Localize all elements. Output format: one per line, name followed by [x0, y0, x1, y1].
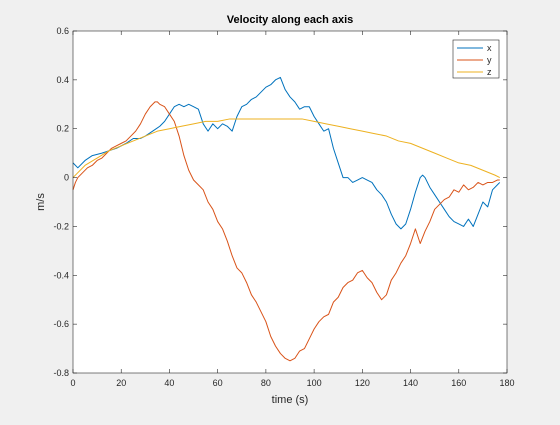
x-tick-label: 60	[213, 378, 223, 388]
legend-item-z: z	[457, 67, 492, 77]
y-tick-label: -0.4	[53, 270, 69, 280]
x-tick-label: 100	[307, 378, 322, 388]
y-tick-label: 0.4	[56, 75, 69, 85]
axes-box	[72, 30, 508, 374]
legend-label-x: x	[487, 43, 492, 53]
x-tick-label: 160	[451, 378, 466, 388]
legend: x y z	[452, 39, 500, 79]
x-tick-label: 120	[355, 378, 370, 388]
x-tick-label: 140	[403, 378, 418, 388]
ticks-layer: 0 20 40 60 80 100 120 140 160 180 -0.8 -0.6 -0.4 -0.2…	[53, 26, 514, 388]
legend-label-z: z	[487, 67, 492, 77]
x-tick-label: 20	[116, 378, 126, 388]
legend-item-y: y	[457, 55, 492, 65]
y-tick-label: 0	[64, 173, 69, 183]
x-tick-label: 0	[70, 378, 75, 388]
y-tick-label: -0.8	[53, 368, 69, 378]
series-line-y	[72, 101, 500, 362]
legend-item-x: x	[457, 43, 492, 53]
series-line-z	[72, 118, 500, 179]
series-layer	[72, 76, 501, 362]
y-tick-label: -0.6	[53, 319, 69, 329]
y-tick-label: 0.6	[56, 26, 69, 36]
axes-layer	[72, 30, 508, 374]
legend-label-y: y	[487, 55, 492, 65]
y-axis-label: m/s	[35, 193, 47, 211]
y-tick-label: 0.2	[56, 124, 69, 134]
y-tick-label: -0.2	[53, 221, 69, 231]
x-tick-label: 40	[164, 378, 174, 388]
x-tick-label: 80	[261, 378, 271, 388]
chart-title: Velocity along each axis	[227, 14, 354, 26]
plot-background	[73, 31, 507, 373]
x-axis-label: time (s)	[272, 394, 309, 406]
x-tick-label: 180	[499, 378, 514, 388]
